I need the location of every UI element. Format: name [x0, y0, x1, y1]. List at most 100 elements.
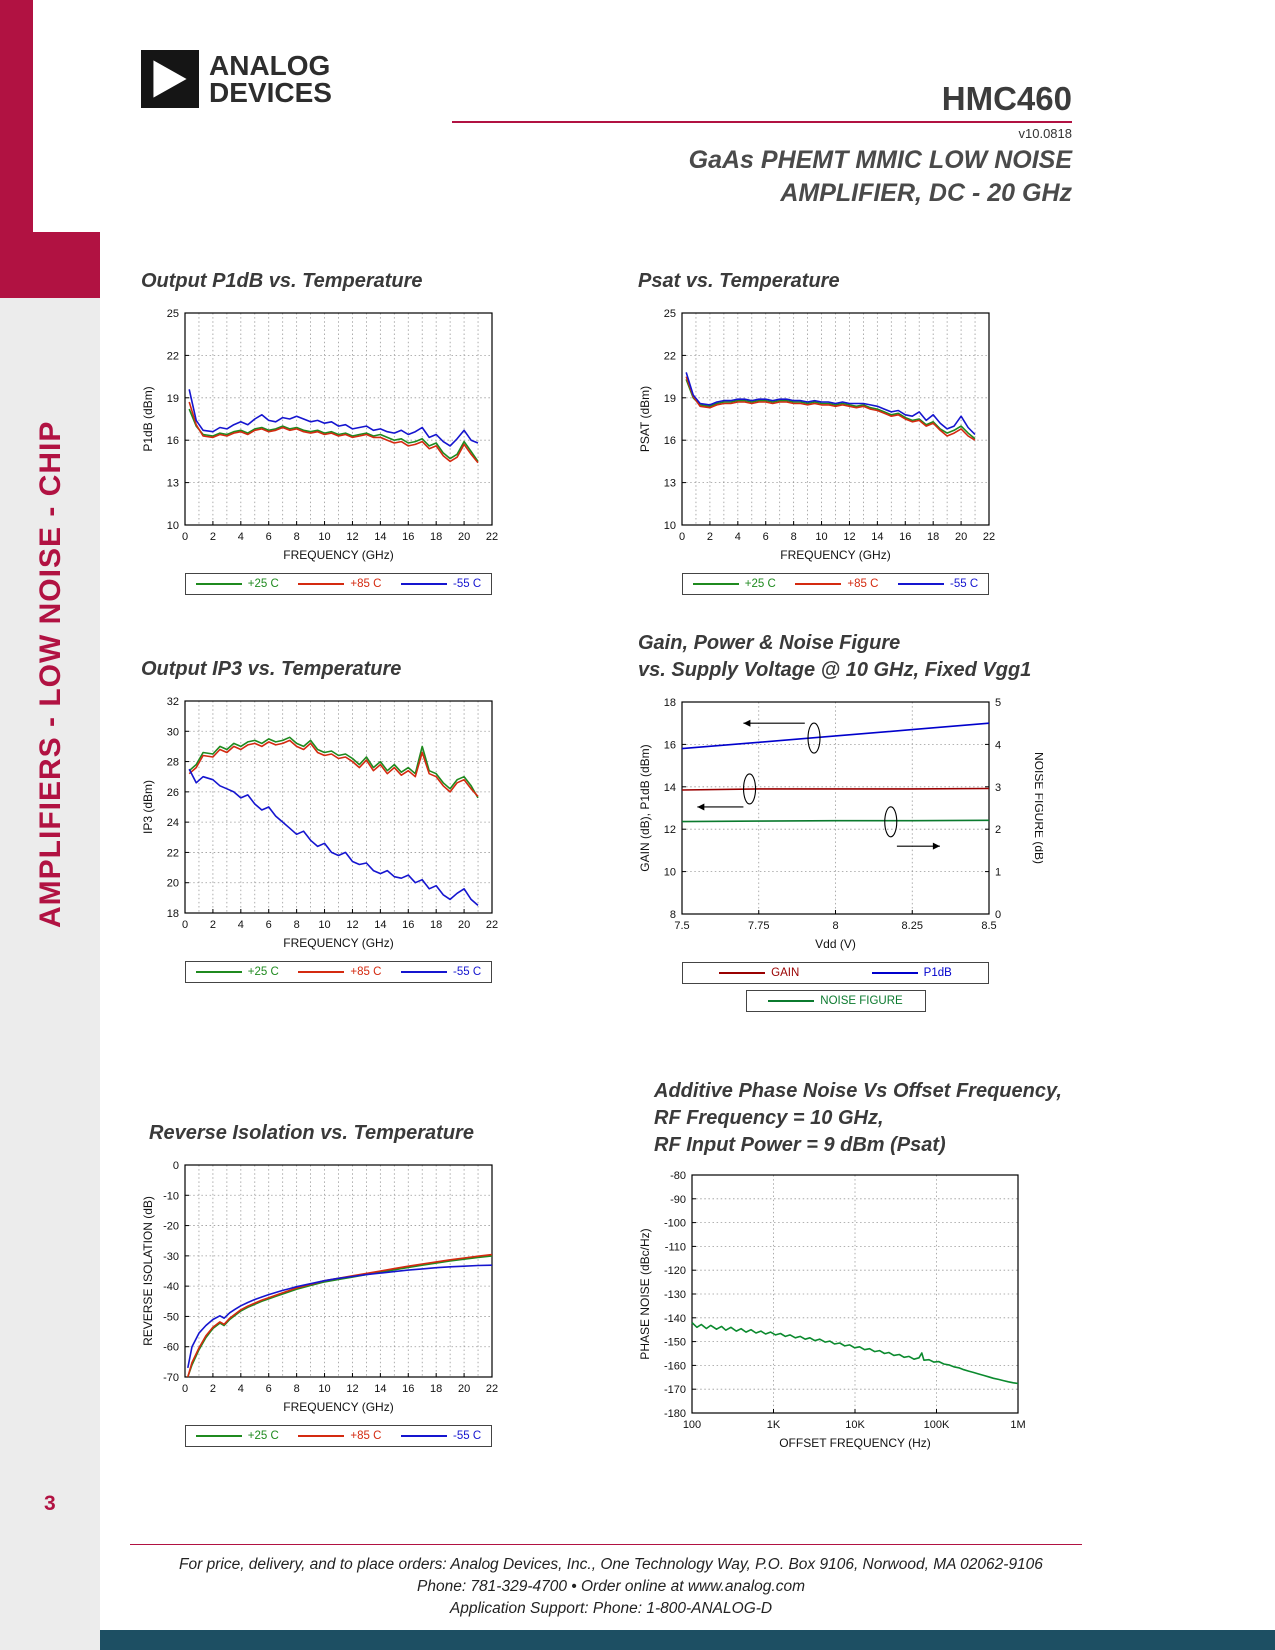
svg-text:10K: 10K — [845, 1419, 865, 1431]
svg-text:6: 6 — [763, 531, 769, 543]
svg-text:-100: -100 — [664, 1218, 686, 1230]
document-title-line2: AMPLIFIER, DC - 20 GHz — [780, 179, 1072, 207]
svg-text:22: 22 — [664, 350, 676, 362]
svg-text:-30: -30 — [163, 1251, 179, 1263]
legend-label: GAIN — [771, 967, 800, 979]
svg-text:8: 8 — [832, 920, 838, 932]
svg-text:FREQUENCY (GHz): FREQUENCY (GHz) — [283, 936, 393, 950]
svg-text:-180: -180 — [664, 1408, 686, 1420]
adi-logo-triangle-icon — [141, 50, 199, 108]
legend-line-sample-icon — [195, 583, 242, 585]
sidebar-panel — [0, 298, 100, 1650]
legend-label: +85 C — [350, 966, 382, 978]
svg-text:18: 18 — [664, 697, 676, 709]
svg-text:4: 4 — [735, 531, 741, 543]
svg-text:6: 6 — [266, 919, 272, 931]
legend-item: -55 C — [401, 1430, 481, 1442]
svg-text:PSAT (dBm): PSAT (dBm) — [638, 386, 652, 452]
legend-line-sample-icon — [898, 583, 945, 585]
svg-text:10: 10 — [318, 1383, 330, 1395]
chart-title-line1: Gain, Power & Noise Figure — [638, 632, 901, 654]
legend-line-sample-icon — [401, 1435, 448, 1437]
legend-item: +25 C — [195, 966, 279, 978]
legend-item: -55 C — [401, 966, 481, 978]
part-number: HMC460 — [941, 80, 1072, 117]
legend-item: +25 C — [195, 1430, 279, 1442]
footer-bar — [100, 1630, 1275, 1650]
svg-text:24: 24 — [167, 817, 179, 829]
svg-text:19: 19 — [167, 393, 179, 405]
chart-title: Output P1dB vs. Temperature — [141, 270, 423, 292]
svg-text:IP3 (dBm): IP3 (dBm) — [141, 780, 155, 834]
svg-text:6: 6 — [266, 1383, 272, 1395]
legend-item: -55 C — [898, 578, 978, 590]
page-number: 3 — [44, 1492, 56, 1515]
svg-text:8: 8 — [670, 909, 676, 921]
svg-text:-80: -80 — [670, 1170, 686, 1182]
legend-line-sample-icon — [298, 971, 345, 973]
svg-text:25: 25 — [664, 308, 676, 320]
svg-text:7.75: 7.75 — [748, 920, 769, 932]
svg-text:14: 14 — [374, 919, 386, 931]
svg-text:10: 10 — [815, 531, 827, 543]
svg-text:12: 12 — [346, 531, 358, 543]
svg-text:7.5: 7.5 — [674, 920, 689, 932]
legend-item: +25 C — [692, 578, 776, 590]
svg-text:-40: -40 — [163, 1281, 179, 1293]
svg-text:16: 16 — [899, 531, 911, 543]
svg-text:22: 22 — [486, 919, 498, 931]
svg-text:8.25: 8.25 — [902, 920, 923, 932]
legend-label: -55 C — [453, 966, 482, 978]
legend-row: +25 C +85 C -55 C — [185, 573, 492, 595]
chart-title: Output IP3 vs. Temperature — [141, 658, 402, 680]
svg-text:2: 2 — [210, 919, 216, 931]
svg-text:18: 18 — [927, 531, 939, 543]
svg-text:18: 18 — [430, 531, 442, 543]
svg-text:10: 10 — [664, 520, 676, 532]
svg-text:8: 8 — [294, 531, 300, 543]
chart-reverse-isolation-plot: 0 2 4 6 8 10 12 14 16 18 20 22 0 -10 -20 -30 -40 -50 -60 -7… — [141, 1160, 498, 1414]
svg-text:4: 4 — [238, 1383, 244, 1395]
logo-word-devices: DEVICES — [209, 77, 332, 108]
svg-text:16: 16 — [664, 435, 676, 447]
legend-line-sample-icon — [195, 971, 242, 973]
chart-output-p1db-plot: 0 2 4 6 8 10 12 14 16 18 20 22 10 13 16 19 22 25 FREQUENCY… — [141, 308, 498, 562]
svg-text:-110: -110 — [665, 1241, 686, 1253]
svg-text:16: 16 — [402, 1383, 414, 1395]
legend-row: +25 C +85 C -55 C — [185, 961, 492, 983]
svg-text:2: 2 — [210, 1383, 216, 1395]
legend-line-sample-icon — [401, 971, 448, 973]
svg-text:-50: -50 — [163, 1311, 179, 1323]
svg-text:16: 16 — [402, 919, 414, 931]
svg-text:-10: -10 — [163, 1190, 179, 1202]
legend-line-sample-icon — [195, 1435, 242, 1437]
svg-text:10: 10 — [318, 919, 330, 931]
svg-text:100K: 100K — [924, 1419, 950, 1431]
legend-line-sample-icon — [795, 583, 842, 585]
svg-text:P1dB (dBm): P1dB (dBm) — [141, 386, 155, 451]
svg-text:FREQUENCY (GHz): FREQUENCY (GHz) — [283, 548, 393, 562]
footer-rule — [130, 1544, 1082, 1545]
svg-text:Vdd (V): Vdd (V) — [815, 937, 856, 951]
svg-text:8: 8 — [294, 919, 300, 931]
svg-text:4: 4 — [238, 531, 244, 543]
footer-line2: Phone: 781-329-4700 • Order online at ww… — [417, 1578, 805, 1595]
svg-text:-130: -130 — [664, 1289, 686, 1301]
svg-text:18: 18 — [167, 908, 179, 920]
svg-text:1K: 1K — [767, 1419, 781, 1431]
svg-text:REVERSE ISOLATION (dB): REVERSE ISOLATION (dB) — [141, 1196, 155, 1346]
svg-text:0: 0 — [679, 531, 685, 543]
legend-label: +25 C — [744, 578, 776, 590]
svg-text:14: 14 — [871, 531, 883, 543]
legend-label: +25 C — [247, 578, 279, 590]
legend-label: -55 C — [453, 578, 482, 590]
svg-text:8.5: 8.5 — [981, 920, 996, 932]
svg-text:-150: -150 — [664, 1337, 686, 1349]
svg-text:30: 30 — [167, 726, 179, 738]
chart-title-line2: RF Frequency = 10 GHz, — [654, 1107, 884, 1129]
svg-text:2: 2 — [995, 824, 1001, 836]
footer-line1: For price, delivery, and to place orders… — [179, 1556, 1043, 1573]
svg-text:GAIN (dB), P1dB (dBm): GAIN (dB), P1dB (dBm) — [638, 744, 652, 871]
